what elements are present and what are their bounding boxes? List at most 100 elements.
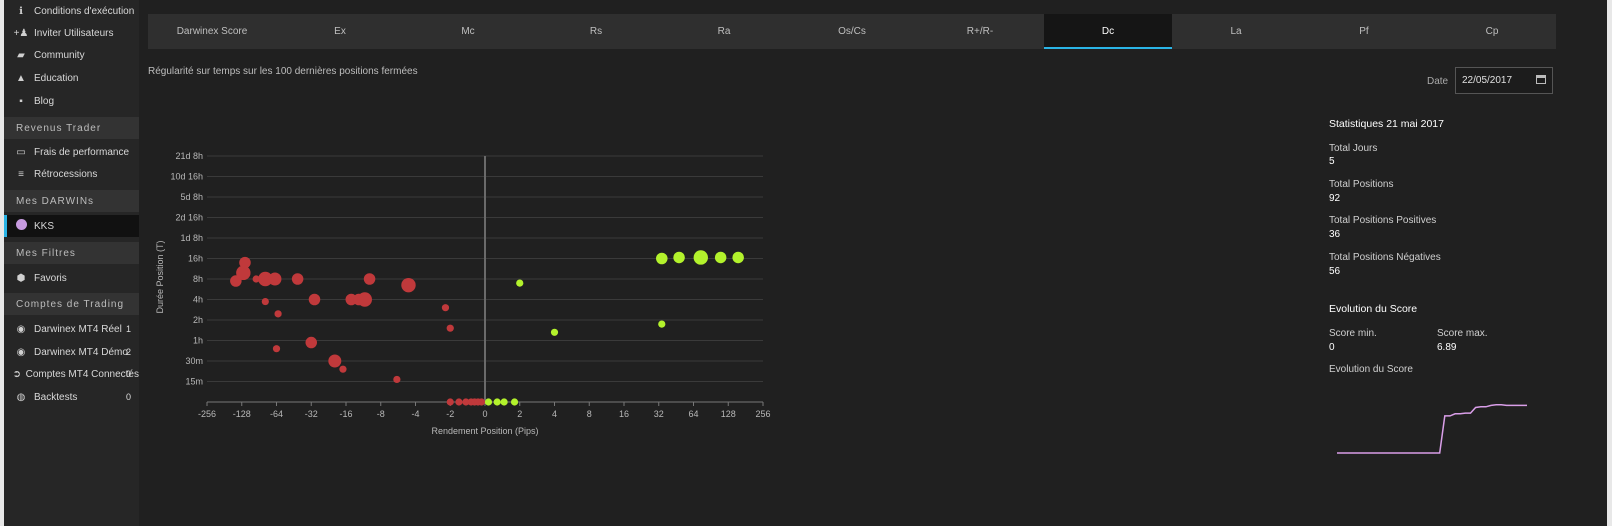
scatter-point-negative bbox=[272, 345, 281, 353]
sidebar-item-label: Inviter Utilisateurs bbox=[34, 27, 114, 39]
tab-darwinex-score[interactable]: Darwinex Score bbox=[176, 26, 248, 37]
date-input[interactable]: 22/05/2017 bbox=[1455, 67, 1553, 94]
sidebar-item-label: Community bbox=[34, 49, 85, 61]
count-badge: 0 bbox=[125, 369, 131, 379]
negatives-value: 56 bbox=[1329, 266, 1341, 277]
scatter-chart: 15m 30m 1h 2h 4h 8h 16h 1d 8h 2d 16h 5d 8h 10d 16h… bbox=[155, 151, 771, 436]
scatter-point-negative bbox=[446, 324, 454, 332]
total-jours-value: 5 bbox=[1329, 156, 1335, 167]
tab-ex[interactable]: Ex bbox=[334, 26, 346, 37]
backtest-icon: ◍ bbox=[16, 391, 26, 403]
scatter-point-positive bbox=[658, 320, 666, 328]
shield-icon: ⬢ bbox=[16, 272, 26, 284]
sidebar-item-mt4-reel[interactable]: ◉ Darwinex MT4 Réel 1 bbox=[4, 318, 139, 340]
sidebar-item-favoris[interactable]: ⬢ Favoris bbox=[4, 267, 139, 289]
x-tick-label: 4 bbox=[552, 409, 557, 419]
circle-icon: ◉ bbox=[16, 346, 26, 358]
coins-icon: ≡ bbox=[18, 168, 24, 180]
sidebar-item-kks[interactable]: KKS bbox=[4, 215, 139, 237]
x-tick-label: 0 bbox=[482, 409, 487, 419]
y-tick-label: 4h bbox=[193, 295, 203, 305]
x-tick-label: -8 bbox=[377, 409, 385, 419]
sidebar-item-label: Backtests bbox=[34, 391, 78, 403]
section-revenus: Revenus Trader bbox=[4, 117, 139, 139]
tab-cp[interactable]: Cp bbox=[1485, 26, 1499, 37]
x-tick-label: -2 bbox=[446, 409, 454, 419]
sidebar-item-backtests[interactable]: ◍ Backtests 0 bbox=[4, 386, 139, 408]
sidebar-item-retrocessions[interactable]: ≡ Rétrocessions bbox=[4, 163, 139, 185]
calendar-icon[interactable] bbox=[1536, 75, 1546, 84]
tab-ra[interactable]: Ra bbox=[717, 26, 731, 37]
sidebar-item-mt4-connectes[interactable]: ➲ Comptes MT4 Connectés 0 bbox=[4, 363, 139, 385]
money-icon: ▭ bbox=[16, 146, 26, 158]
sidebar: ℹ Conditions d'exécution +♟ Inviter Utilis… bbox=[4, 0, 139, 526]
sidebar-item-label: Darwinex MT4 Réel bbox=[34, 323, 122, 335]
y-tick-label: 2d 16h bbox=[175, 213, 203, 223]
x-tick-label: 8 bbox=[587, 409, 592, 419]
invite-users-icon: +♟ bbox=[13, 27, 29, 39]
x-tick-label: 32 bbox=[654, 409, 664, 419]
sidebar-item-education[interactable]: ▲ Education bbox=[4, 67, 139, 89]
sidebar-item-mt4-demo[interactable]: ◉ Darwinex MT4 Démo 2 bbox=[4, 341, 139, 363]
tab-r-plus-minus[interactable]: R+/R- bbox=[966, 26, 994, 37]
sidebar-item-label: Favoris bbox=[34, 272, 67, 284]
y-tick-label: 2h bbox=[193, 315, 203, 325]
scatter-point-negative bbox=[363, 273, 376, 285]
score-min-value: 0 bbox=[1329, 342, 1335, 353]
scatter-point-positive bbox=[693, 250, 708, 265]
x-tick-label: 128 bbox=[721, 409, 736, 419]
y-tick-label: 5d 8h bbox=[180, 192, 203, 202]
sidebar-item-frais[interactable]: ▭ Frais de performance bbox=[4, 141, 139, 163]
sidebar-item-blog[interactable]: ▪ Blog bbox=[4, 90, 139, 112]
sparkline-series bbox=[1337, 404, 1527, 454]
scatter-point-positive bbox=[550, 328, 559, 336]
scatter-point-positive bbox=[484, 398, 493, 406]
tab-bar: Darwinex Score Ex Mc Rs Ra Os/Cs R+/R- D… bbox=[148, 14, 1556, 49]
y-tick-label: 15m bbox=[185, 377, 203, 387]
sidebar-item-conditions[interactable]: ℹ Conditions d'exécution bbox=[4, 0, 139, 22]
scatter-point-negative bbox=[236, 265, 251, 281]
community-icon: ▰ bbox=[17, 49, 25, 61]
scatter-point-negative bbox=[477, 398, 486, 406]
y-tick-label: 10d 16h bbox=[170, 172, 203, 182]
sidebar-item-label: Rétrocessions bbox=[34, 168, 98, 180]
tab-la[interactable]: La bbox=[1230, 26, 1242, 37]
tab-mc[interactable]: Mc bbox=[461, 26, 475, 37]
education-icon: ▲ bbox=[16, 72, 26, 84]
total-positions-value: 92 bbox=[1329, 193, 1341, 204]
info-icon: ℹ bbox=[19, 5, 23, 17]
scatter-point-negative bbox=[305, 336, 318, 349]
count-badge: 2 bbox=[125, 347, 131, 357]
x-tick-label: -16 bbox=[339, 409, 352, 419]
total-positions-label: Total Positions bbox=[1329, 179, 1394, 190]
score-max-label: Score max. bbox=[1437, 328, 1488, 339]
scatter-point-positive bbox=[673, 251, 685, 264]
negatives-label: Total Positions Négatives bbox=[1329, 252, 1441, 263]
x-tick-label: -128 bbox=[233, 409, 251, 419]
scatter-point-negative bbox=[339, 365, 347, 373]
x-tick-label: 2 bbox=[517, 409, 522, 419]
sidebar-item-community[interactable]: ▰ Community bbox=[4, 44, 139, 66]
stats-title: Statistiques 21 mai 2017 bbox=[1329, 118, 1444, 130]
positives-label: Total Positions Positives bbox=[1329, 215, 1437, 226]
tab-pf[interactable]: Pf bbox=[1359, 26, 1369, 37]
x-tick-label: 256 bbox=[755, 409, 770, 419]
sidebar-item-invite[interactable]: +♟ Inviter Utilisateurs bbox=[4, 22, 139, 44]
tab-rs[interactable]: Rs bbox=[589, 26, 603, 37]
count-badge: 0 bbox=[125, 392, 131, 402]
x-axis-title: Rendement Position (Pips) bbox=[431, 426, 538, 436]
tab-os-cs[interactable]: Os/Cs bbox=[838, 26, 866, 37]
date-label: Date bbox=[1427, 76, 1449, 87]
x-tick-label: -4 bbox=[411, 409, 419, 419]
circle-icon: ◉ bbox=[16, 323, 26, 335]
main-panel: Darwinex Score Ex Mc Rs Ra Os/Cs R+/R- D… bbox=[139, 0, 1607, 526]
section-comptes: Comptes de Trading bbox=[4, 293, 139, 315]
sidebar-item-label: Education bbox=[34, 72, 79, 84]
tab-dc[interactable]: Dc bbox=[1044, 14, 1172, 49]
sidebar-item-label: Comptes MT4 Connectés bbox=[25, 368, 139, 380]
scatter-point-negative bbox=[261, 297, 269, 306]
scatter-point-positive bbox=[732, 251, 744, 264]
scatter-point-negative bbox=[357, 292, 372, 307]
x-tick-label: 64 bbox=[688, 409, 698, 419]
scatter-point-positive bbox=[510, 398, 519, 406]
